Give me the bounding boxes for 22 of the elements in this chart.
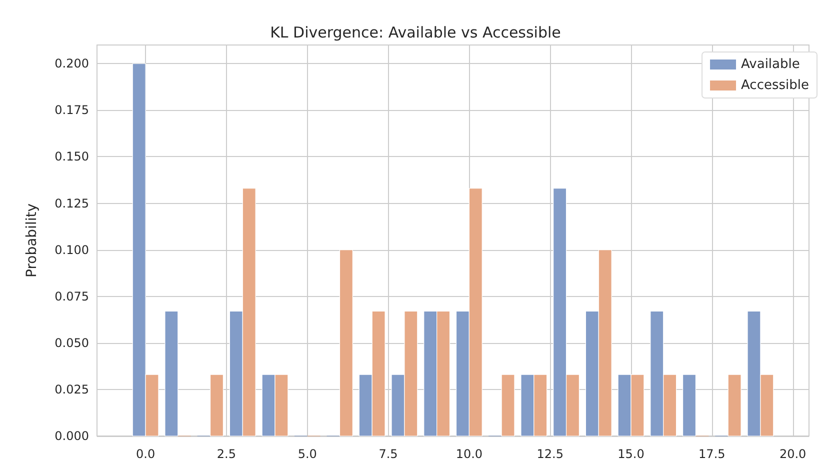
- x-tick-label: 20.0: [779, 447, 806, 461]
- y-axis-title: Probability: [24, 203, 40, 278]
- x-tick-label: 17.5: [698, 447, 726, 461]
- y-tick-label: 0.050: [54, 336, 89, 350]
- legend-label: Available: [741, 57, 800, 72]
- x-tick-label: 0.0: [136, 447, 156, 461]
- y-tick-label: 0.125: [54, 196, 89, 210]
- x-tick-label: 2.5: [216, 447, 236, 461]
- y-tick-label: 0.200: [54, 56, 89, 71]
- x-tick-label: 15.0: [618, 447, 644, 461]
- legend-label: Accessible: [741, 78, 810, 93]
- y-tick-label: 0.100: [54, 242, 89, 257]
- x-tick-label: 5.0: [298, 447, 317, 461]
- x-tick-label: 10.0: [456, 447, 483, 461]
- y-tick-label: 0.175: [54, 103, 89, 118]
- x-tick-label: 12.5: [536, 447, 564, 461]
- y-tick-label: 0.025: [54, 382, 89, 396]
- y-tick-label: 0.150: [54, 150, 89, 164]
- y-tick-label: 0.000: [54, 429, 89, 443]
- x-tick-label: 7.5: [378, 447, 398, 461]
- y-tick-label: 0.075: [54, 289, 89, 304]
- chart-title: KL Divergence: Available vs Accessible: [270, 24, 561, 42]
